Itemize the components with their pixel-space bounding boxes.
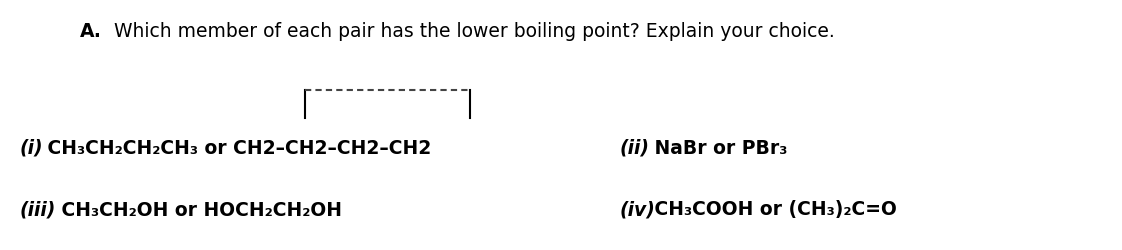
Text: A.: A. [80,22,102,41]
Text: NaBr or PBr₃: NaBr or PBr₃ [649,138,788,158]
Text: (iii): (iii) [20,200,56,220]
Text: (ii): (ii) [620,138,650,158]
Text: (iv): (iv) [620,200,656,220]
Text: CH₃CH₂OH or HOCH₂CH₂OH: CH₃CH₂OH or HOCH₂CH₂OH [55,200,342,220]
Text: CH₃COOH or (CH₃)₂C=O: CH₃COOH or (CH₃)₂C=O [649,200,896,220]
Text: (i): (i) [20,138,44,158]
Text: CH₃CH₂CH₂CH₃ or CH2–CH2–CH2–CH2: CH₃CH₂CH₂CH₃ or CH2–CH2–CH2–CH2 [42,138,431,158]
Text: Which member of each pair has the lower boiling point? Explain your choice.: Which member of each pair has the lower … [102,22,835,41]
